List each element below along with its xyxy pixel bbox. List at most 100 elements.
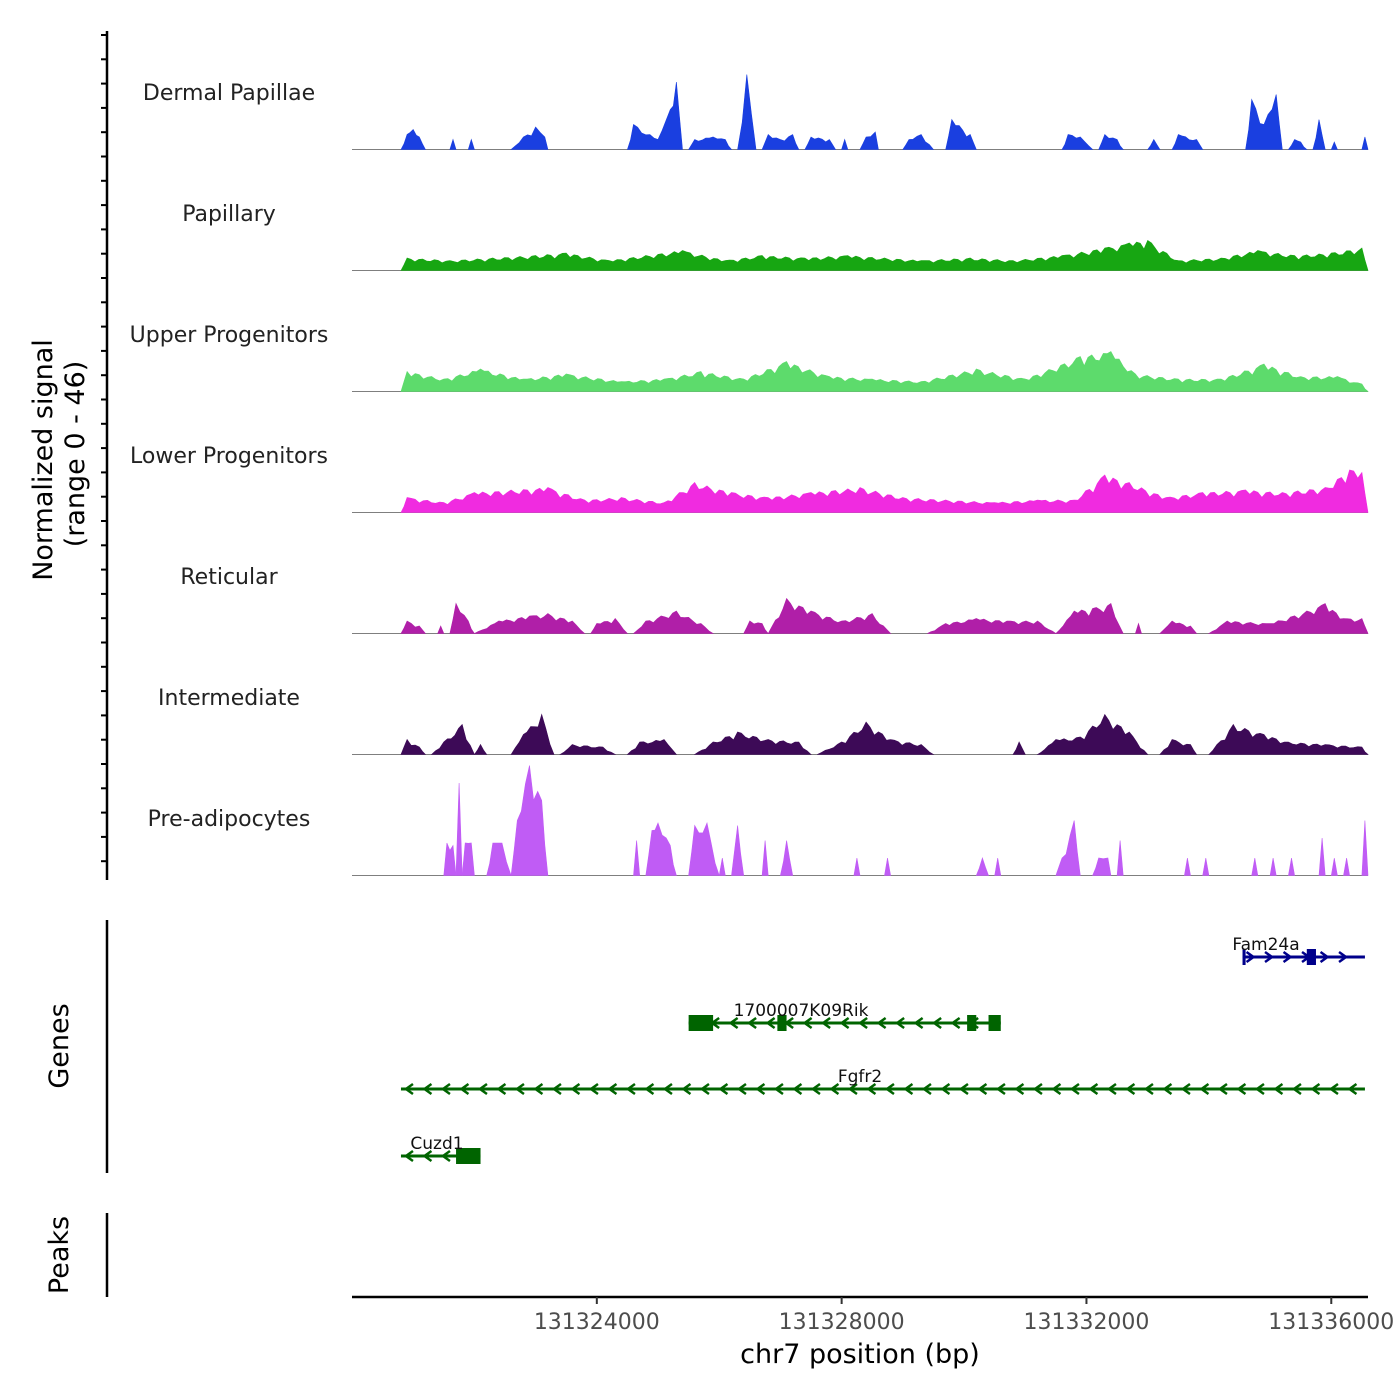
gene-1700007k09rik: 1700007K09Rik — [688, 1001, 1001, 1031]
strand-arrow-fgfr2 — [533, 1082, 544, 1096]
strand-arrow-fgfr2 — [1254, 1082, 1265, 1096]
strand-arrow-fgfr2 — [829, 1082, 840, 1096]
track-pre-adipocytes: Pre-adipocytes — [148, 765, 1369, 876]
strand-arrow-fgfr2 — [496, 1082, 507, 1096]
signal-area-intermediate — [817, 721, 935, 755]
signal-area-reticular — [474, 613, 586, 634]
signal-area-dermal-papillae — [804, 136, 837, 150]
strand-arrow-fgfr2 — [607, 1082, 618, 1096]
strand-arrow-fgfr2 — [570, 1082, 581, 1096]
signal-area-reticular — [743, 620, 769, 634]
signal-area-reticular — [437, 625, 445, 634]
signal-area-pre-adipocytes — [1330, 857, 1338, 876]
signal-area-dermal-papillae — [1312, 119, 1326, 150]
gene-label-1700007k09rik: 1700007K09Rik — [734, 1001, 869, 1021]
signal-area-dermal-papillae — [841, 138, 849, 150]
signal-area-reticular — [927, 618, 1057, 634]
signal-area-dermal-papillae — [945, 118, 977, 150]
signal-area-dermal-papillae — [1171, 134, 1204, 150]
strand-arrow-fam24a — [1319, 950, 1330, 964]
strand-arrow-1700007k09rik — [802, 1016, 813, 1030]
signal-area-pre-adipocytes — [461, 842, 475, 876]
strand-arrow-fgfr2 — [773, 1082, 784, 1096]
exon-1700007k09rik — [967, 1015, 977, 1031]
strand-arrow-fgfr2 — [884, 1082, 895, 1096]
strand-arrow-1700007k09rik — [876, 1016, 887, 1030]
strand-arrow-1700007k09rik — [913, 1016, 924, 1030]
genes-track-title: Genes — [44, 1003, 75, 1088]
signal-area-dermal-papillae — [859, 131, 879, 150]
track-label-intermediate: Intermediate — [158, 686, 300, 711]
strand-arrow-fgfr2 — [1180, 1082, 1191, 1096]
strand-arrow-1700007k09rik — [894, 1016, 905, 1030]
signal-area-reticular — [400, 620, 427, 634]
signal-area-dermal-papillae — [1147, 138, 1161, 150]
strand-arrow-fgfr2 — [644, 1082, 655, 1096]
strand-arrow-fgfr2 — [995, 1082, 1006, 1096]
gene-label-fgfr2: Fgfr2 — [838, 1067, 882, 1087]
strand-arrow-fgfr2 — [718, 1082, 729, 1096]
signal-area-intermediate — [1159, 739, 1198, 755]
signal-area-intermediate — [693, 731, 812, 755]
strand-arrow-fgfr2 — [1014, 1082, 1025, 1096]
strand-arrow-fgfr2 — [1032, 1082, 1043, 1096]
signal-area-dermal-papillae — [737, 74, 757, 150]
signal-area-pre-adipocytes — [1318, 837, 1326, 876]
strand-arrow-fgfr2 — [1106, 1082, 1117, 1096]
signal-area-reticular — [1207, 603, 1369, 634]
strand-arrow-fgfr2 — [588, 1082, 599, 1096]
track-label-lower-progenitors: Lower Progenitors — [130, 444, 328, 469]
signal-area-dermal-papillae — [1330, 141, 1338, 150]
strand-arrow-fgfr2 — [903, 1082, 914, 1096]
strand-arrow-fgfr2 — [459, 1082, 470, 1096]
strand-arrow-1700007k09rik — [820, 1016, 831, 1030]
strand-arrow-1700007k09rik — [765, 1016, 776, 1030]
strand-arrow-fgfr2 — [1088, 1082, 1099, 1096]
signal-area-reticular — [1159, 620, 1198, 634]
signal-area-reticular — [632, 610, 715, 634]
strand-arrow-fgfr2 — [810, 1082, 821, 1096]
strand-arrow-fgfr2 — [1069, 1082, 1080, 1096]
track-label-pre-adipocytes: Pre-adipocytes — [148, 807, 311, 832]
signal-area-lower-progenitors — [400, 469, 1369, 513]
strand-arrow-1700007k09rik — [728, 1016, 739, 1030]
signal-area-pre-adipocytes — [718, 857, 726, 876]
signal-area-intermediate — [430, 723, 475, 755]
gene-fam24a: Fam24a — [1232, 935, 1365, 965]
strand-arrow-fgfr2 — [1199, 1082, 1210, 1096]
strand-arrow-fgfr2 — [1291, 1082, 1302, 1096]
signal-area-intermediate — [626, 739, 678, 755]
strand-arrow-fgfr2 — [662, 1082, 673, 1096]
signal-area-reticular — [449, 602, 475, 634]
strand-arrow-fgfr2 — [1051, 1082, 1062, 1096]
gene-fgfr2: Fgfr2 — [400, 1067, 1365, 1096]
strand-arrow-fgfr2 — [403, 1082, 414, 1096]
strand-arrow-fgfr2 — [866, 1082, 877, 1096]
signal-area-pre-adipocytes — [1184, 857, 1191, 876]
axes: 131324000 131328000 131332000 131336000 — [101, 31, 1394, 1335]
signal-area-reticular — [767, 597, 892, 634]
signal-area-papillary — [400, 240, 1369, 271]
signal-area-pre-adipocytes — [510, 765, 549, 876]
strand-arrow-fam24a — [1338, 950, 1349, 964]
signal-area-intermediate — [1036, 713, 1149, 755]
exon-1700007k09rik — [688, 1015, 714, 1031]
signal-area-pre-adipocytes — [1343, 857, 1350, 876]
signal-area-dermal-papillae — [688, 136, 733, 150]
signal-area-dermal-papillae — [902, 134, 935, 150]
signal-area-pre-adipocytes — [761, 840, 769, 876]
signal-area-pre-adipocytes — [1269, 857, 1277, 876]
strand-arrow-fgfr2 — [551, 1082, 562, 1096]
x-tick-label: 131336000 — [1268, 1310, 1394, 1335]
strand-arrow-1700007k09rik — [950, 1016, 961, 1030]
strand-arrow-1700007k09rik — [839, 1016, 850, 1030]
signal-area-pre-adipocytes — [731, 825, 745, 876]
strand-arrow-fgfr2 — [940, 1082, 951, 1096]
signal-area-intermediate — [473, 743, 488, 755]
strand-arrow-fgfr2 — [755, 1082, 766, 1096]
signal-area-pre-adipocytes — [633, 840, 641, 876]
signal-area-pre-adipocytes — [1116, 840, 1124, 876]
strand-arrow-fgfr2 — [1310, 1082, 1321, 1096]
